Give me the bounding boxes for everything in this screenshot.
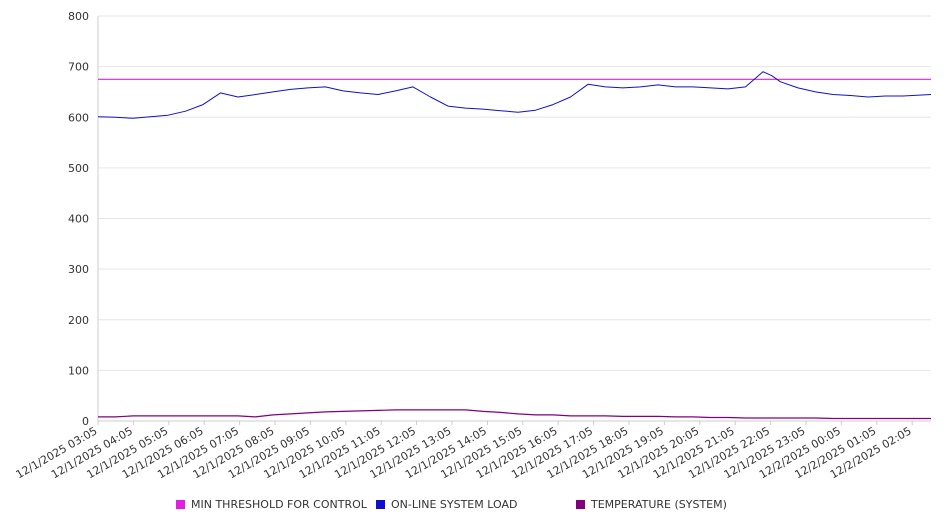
legend: MIN THRESHOLD FOR CONTROL ON-LINE SYSTEM… xyxy=(0,498,946,514)
y-tick-label: 600 xyxy=(68,111,89,124)
y-tick-labels: 0 100 200 300 400 500 600 700 800 xyxy=(68,10,89,428)
legend-swatch-threshold xyxy=(176,500,185,509)
legend-item-temperature[interactable]: TEMPERATURE (SYSTEM) xyxy=(576,498,727,511)
y-tick-label: 200 xyxy=(68,314,89,327)
legend-label-temperature: TEMPERATURE (SYSTEM) xyxy=(591,498,727,511)
y-tick-label: 0 xyxy=(82,415,89,428)
y-tick-label: 700 xyxy=(68,61,89,74)
axis-layer xyxy=(97,16,931,425)
temperature-line[interactable] xyxy=(98,409,931,420)
y-tick-label: 400 xyxy=(68,213,89,226)
system-load-line[interactable] xyxy=(97,71,932,119)
legend-label-system-load: ON-LINE SYSTEM LOAD xyxy=(391,498,518,511)
legend-swatch-system-load xyxy=(376,500,385,509)
legend-item-system-load[interactable]: ON-LINE SYSTEM LOAD xyxy=(376,498,517,511)
series-layer xyxy=(97,71,932,420)
y-tick-label: 100 xyxy=(68,364,89,377)
y-tick-label: 800 xyxy=(68,10,89,23)
grid-layer xyxy=(98,15,931,422)
legend-swatch-temperature xyxy=(576,500,585,509)
y-tick-label: 300 xyxy=(68,263,89,276)
legend-label-threshold: MIN THRESHOLD FOR CONTROL xyxy=(191,498,367,511)
y-tick-label: 500 xyxy=(68,162,89,175)
legend-item-threshold[interactable]: MIN THRESHOLD FOR CONTROL xyxy=(176,498,367,511)
